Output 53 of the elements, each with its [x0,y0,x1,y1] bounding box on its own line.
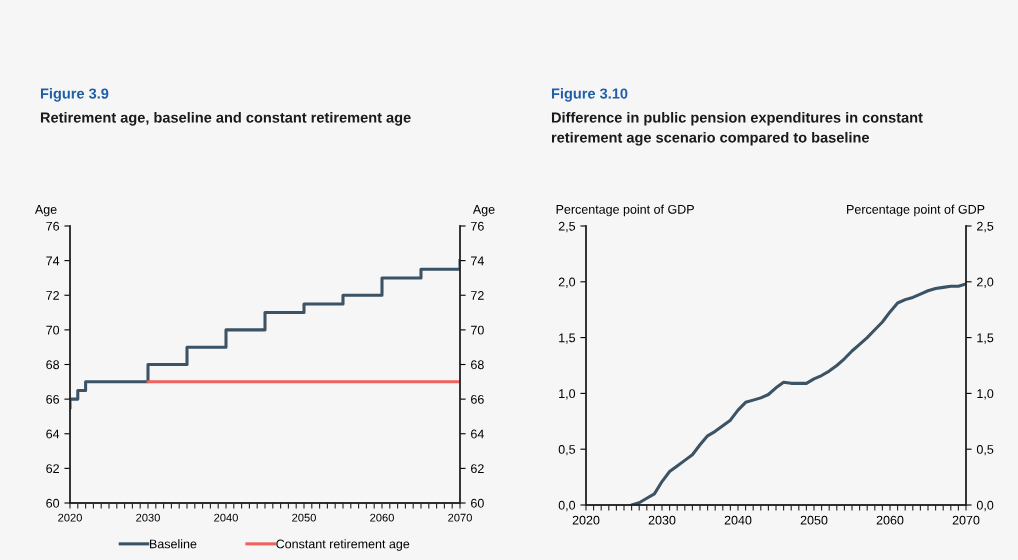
y2-tick-label: 66 [471,394,484,404]
x-tick-label: 2060 [370,513,394,522]
x-tick-label: 2040 [724,515,752,525]
y2-tick-label: 72 [471,291,484,300]
y-tick-label: 0,0 [558,500,576,512]
legend-label: Constant retirement age [276,539,410,551]
y2-axis-title: Age [472,205,495,217]
y-tick-label: 62 [46,464,59,474]
y-tick-label: 0,5 [558,445,576,456]
y-tick-label: 1,5 [559,333,576,344]
x-tick-label: 2050 [800,515,828,525]
x-tick-label: 2060 [876,515,904,525]
x-tick-label: 2030 [648,515,676,525]
line-series [630,282,966,505]
y-tick-label: 1,0 [559,389,576,400]
x-tick-label: 2030 [136,513,160,522]
y-tick-label: 2,0 [558,277,576,288]
y2-tick-label: 60 [471,498,484,508]
y-tick-label: 66 [46,394,60,404]
y-tick-label: 74 [46,256,60,266]
y-tick-label: 64 [46,429,60,439]
chart-subtitle: Retirement age, baseline and constant retirement age [40,112,411,126]
y-tick-label: 72 [46,291,59,300]
y2-axis-title: Percentage point of GDP [847,204,985,217]
y-axis-title: Percentage point of GDP [556,204,694,217]
y2-tick-label: 70 [471,325,484,335]
chart-subtitle: Difference in public pension expenditures in constant retirement age scenario compared to baseline [551,112,923,146]
y2-tick-label: 76 [471,221,484,231]
x-tick-label: 2020 [58,513,82,522]
x-tick-label: 2050 [292,513,316,522]
y2-tick-label: 74 [471,256,484,266]
y2-tick-label: 2,0 [977,277,994,288]
y2-tick-label: 0,5 [976,445,994,456]
y-tick-label: 68 [46,360,60,370]
y2-tick-label: 0,0 [976,500,994,512]
y-axis-title: Age [34,205,57,217]
x-tick-label: 2070 [952,515,980,525]
y-tick-label: 70 [46,325,60,335]
y2-tick-label: 68 [471,360,484,370]
x-tick-label: 2040 [214,513,238,522]
legend-label: Baseline [150,539,197,549]
y-tick-label: 60 [46,498,60,508]
y2-tick-label: 64 [471,429,484,439]
y-tick-label: 76 [46,221,60,231]
y-tick-label: 2,5 [558,221,576,233]
y2-tick-label: 62 [471,464,484,474]
y2-tick-label: 1,0 [977,389,994,400]
x-tick-label: 2020 [572,515,600,525]
y2-tick-label: 1,5 [977,333,994,344]
x-tick-label: 2070 [448,513,472,522]
chart-title: Figure 3.10 [551,88,628,102]
chart-title: Figure 3.9 [40,88,109,102]
y2-tick-label: 2,5 [977,221,994,233]
